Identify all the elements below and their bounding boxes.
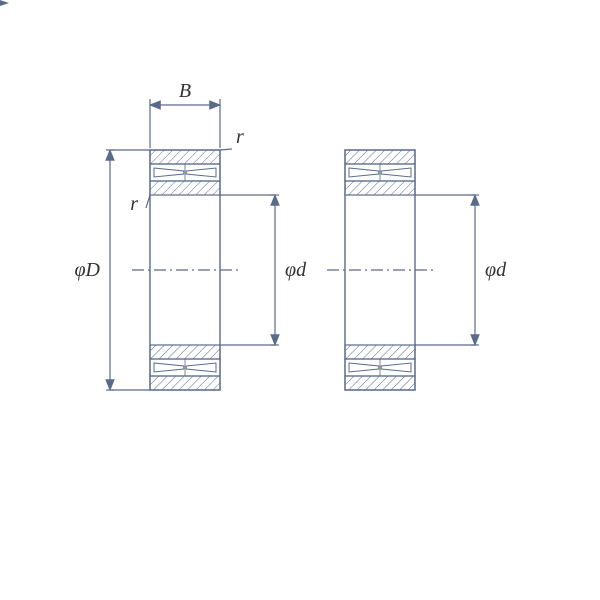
label-phid-2: φd — [485, 259, 507, 281]
label-phid-1: φd — [285, 259, 307, 281]
label-r-inner: r — [130, 193, 138, 215]
bearing-cross-section-diagram: Br r φD φd φd — [0, 0, 600, 600]
label-phiD: φD — [74, 259, 100, 281]
label-r-outer: r — [236, 126, 244, 148]
label-B: B — [179, 80, 191, 102]
